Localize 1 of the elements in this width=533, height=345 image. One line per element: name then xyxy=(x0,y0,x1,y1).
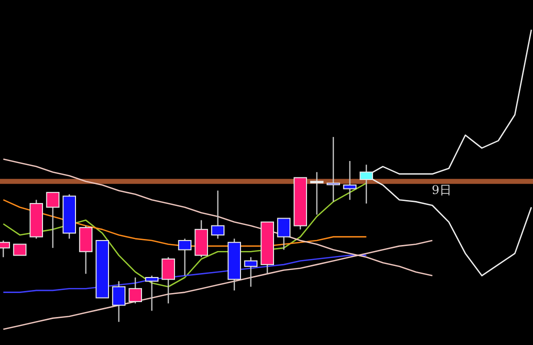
annotation: 9日 xyxy=(432,182,452,197)
